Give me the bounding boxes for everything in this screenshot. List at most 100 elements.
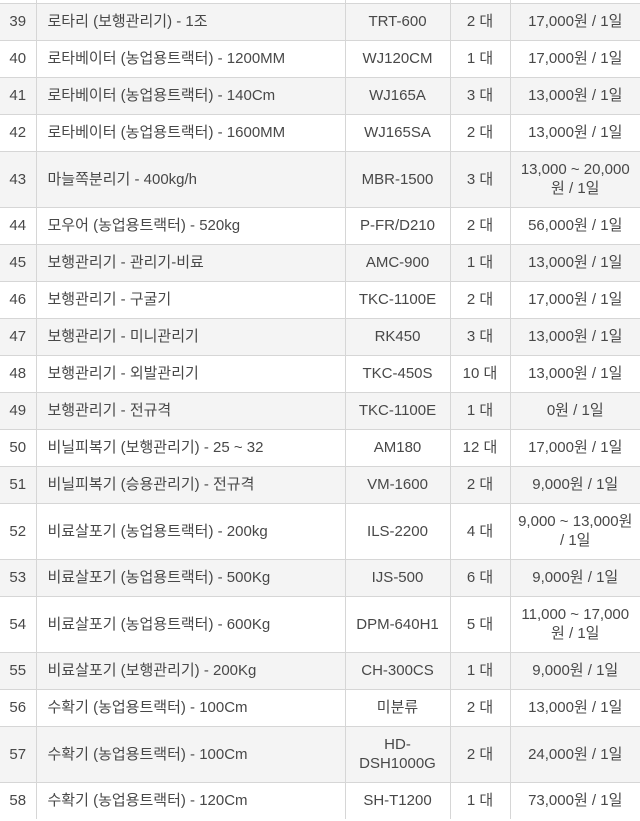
model-code-cell: CH-300CS (344, 651, 451, 690)
equipment-name-cell: 로타베이터 (농업용트랙터) - 1200MM (35, 39, 346, 78)
quantity-cell: 10 대 (449, 354, 511, 393)
table-row: 57 수확기 (농업용트랙터) - 100Cm HD-DSH1000G 2 대 … (0, 725, 640, 783)
equipment-name-cell: 수확기 (농업용트랙터) - 100Cm (35, 725, 346, 783)
table-row: 56 수확기 (농업용트랙터) - 100Cm 미분류 2 대 13,000원 … (0, 688, 640, 727)
row-number-cell: 44 (0, 206, 37, 245)
model-code-cell: WJ165A (344, 76, 451, 115)
equipment-name-cell: 수확기 (농업용트랙터) - 120Cm (35, 781, 346, 819)
model-code-cell: SH-T1200 (344, 781, 451, 819)
model-code-cell: TRT-600 (344, 2, 451, 41)
table-row: 58 수확기 (농업용트랙터) - 120Cm SH-T1200 1 대 73,… (0, 781, 640, 819)
model-code-cell: TKC-1100E (344, 280, 451, 319)
quantity-cell: 2 대 (449, 2, 511, 41)
row-number-cell: 41 (0, 76, 37, 115)
price-cell: 73,000원 / 1일 (509, 781, 640, 819)
row-number-cell: 48 (0, 354, 37, 393)
table-row: 43 마늘쪽분리기 - 400kg/h MBR-1500 3 대 13,000 … (0, 150, 640, 208)
equipment-name-cell: 보행관리기 - 구굴기 (35, 280, 346, 319)
equipment-name-cell: 모우어 (농업용트랙터) - 520kg (35, 206, 346, 245)
model-code-cell: VM-1600 (344, 465, 451, 504)
price-cell: 9,000원 / 1일 (509, 651, 640, 690)
model-code-cell: HD-DSH1000G (344, 725, 451, 783)
row-number-cell: 51 (0, 465, 37, 504)
model-code-cell: ILS-2200 (344, 502, 451, 560)
quantity-cell: 3 대 (449, 76, 511, 115)
price-cell: 13,000원 / 1일 (509, 76, 640, 115)
model-code-cell: P-FR/D210 (344, 206, 451, 245)
quantity-cell: 2 대 (449, 113, 511, 152)
quantity-cell: 1 대 (449, 781, 511, 819)
row-number-cell: 52 (0, 502, 37, 560)
price-cell: 13,000 ~ 20,000 원 / 1일 (509, 150, 640, 208)
price-cell: 9,000원 / 1일 (509, 558, 640, 597)
equipment-name-cell: 비료살포기 (농업용트랙터) - 600Kg (35, 595, 346, 653)
model-code-cell: AMC-900 (344, 243, 451, 282)
row-number-cell: 42 (0, 113, 37, 152)
row-number-cell: 53 (0, 558, 37, 597)
price-cell: 17,000원 / 1일 (509, 428, 640, 467)
equipment-name-cell: 비닐피복기 (보행관리기) - 25 ~ 32 (35, 428, 346, 467)
quantity-cell: 1 대 (449, 39, 511, 78)
quantity-cell: 4 대 (449, 502, 511, 560)
model-code-cell: WJ120CM (344, 39, 451, 78)
price-cell: 13,000원 / 1일 (509, 354, 640, 393)
price-cell: 13,000원 / 1일 (509, 317, 640, 356)
price-cell: 9,000 ~ 13,000원 / 1일 (509, 502, 640, 560)
equipment-name-cell: 비닐피복기 (승용관리기) - 전규격 (35, 465, 346, 504)
row-number-cell: 47 (0, 317, 37, 356)
price-cell: 0원 / 1일 (509, 391, 640, 430)
table-row: 48 보행관리기 - 외발관리기 TKC-450S 10 대 13,000원 /… (0, 354, 640, 393)
equipment-name-cell: 마늘쪽분리기 - 400kg/h (35, 150, 346, 208)
equipment-name-cell: 로타베이터 (농업용트랙터) - 1600MM (35, 113, 346, 152)
table-row: 50 비닐피복기 (보행관리기) - 25 ~ 32 AM180 12 대 17… (0, 428, 640, 467)
row-number-cell: 49 (0, 391, 37, 430)
table-row: 54 비료살포기 (농업용트랙터) - 600Kg DPM-640H1 5 대 … (0, 595, 640, 653)
table-row: 55 비료살포기 (보행관리기) - 200Kg CH-300CS 1 대 9,… (0, 651, 640, 690)
row-number-cell: 40 (0, 39, 37, 78)
row-number-cell: 43 (0, 150, 37, 208)
table-row: 41 로타베이터 (농업용트랙터) - 140Cm WJ165A 3 대 13,… (0, 76, 640, 115)
price-cell: 56,000원 / 1일 (509, 206, 640, 245)
model-code-cell: TKC-1100E (344, 391, 451, 430)
quantity-cell: 5 대 (449, 595, 511, 653)
quantity-cell: 1 대 (449, 651, 511, 690)
table-row: 51 비닐피복기 (승용관리기) - 전규격 VM-1600 2 대 9,000… (0, 465, 640, 504)
equipment-name-cell: 비료살포기 (보행관리기) - 200Kg (35, 651, 346, 690)
quantity-cell: 3 대 (449, 150, 511, 208)
row-number-cell: 39 (0, 2, 37, 41)
table-row: 53 비료살포기 (농업용트랙터) - 500Kg IJS-500 6 대 9,… (0, 558, 640, 597)
model-code-cell: DPM-640H1 (344, 595, 451, 653)
row-number-cell: 58 (0, 781, 37, 819)
equipment-name-cell: 보행관리기 - 미니관리기 (35, 317, 346, 356)
quantity-cell: 3 대 (449, 317, 511, 356)
equipment-name-cell: 비료살포기 (농업용트랙터) - 500Kg (35, 558, 346, 597)
quantity-cell: 2 대 (449, 206, 511, 245)
quantity-cell: 1 대 (449, 391, 511, 430)
equipment-name-cell: 보행관리기 - 외발관리기 (35, 354, 346, 393)
model-code-cell: 미분류 (344, 688, 451, 727)
price-cell: 17,000원 / 1일 (509, 2, 640, 41)
table-row: 44 모우어 (농업용트랙터) - 520kg P-FR/D210 2 대 56… (0, 206, 640, 245)
quantity-cell: 2 대 (449, 465, 511, 504)
table-row: 40 로타베이터 (농업용트랙터) - 1200MM WJ120CM 1 대 1… (0, 39, 640, 78)
row-number-cell: 50 (0, 428, 37, 467)
model-code-cell: MBR-1500 (344, 150, 451, 208)
equipment-name-cell: 로타베이터 (농업용트랙터) - 140Cm (35, 76, 346, 115)
equipment-name-cell: 비료살포기 (농업용트랙터) - 200kg (35, 502, 346, 560)
row-number-cell: 45 (0, 243, 37, 282)
price-cell: 9,000원 / 1일 (509, 465, 640, 504)
price-cell: 17,000원 / 1일 (509, 39, 640, 78)
table-row: 52 비료살포기 (농업용트랙터) - 200kg ILS-2200 4 대 9… (0, 502, 640, 560)
equipment-name-cell: 보행관리기 - 전규격 (35, 391, 346, 430)
price-cell: 11,000 ~ 17,000 원 / 1일 (509, 595, 640, 653)
equipment-name-cell: 보행관리기 - 관리기-비료 (35, 243, 346, 282)
row-number-cell: 54 (0, 595, 37, 653)
model-code-cell: WJ165SA (344, 113, 451, 152)
table-row: 39 로타리 (보행관리기) - 1조 TRT-600 2 대 17,000원 … (0, 2, 640, 41)
table-row: 46 보행관리기 - 구굴기 TKC-1100E 2 대 17,000원 / 1… (0, 280, 640, 319)
row-number-cell: 55 (0, 651, 37, 690)
price-cell: 13,000원 / 1일 (509, 688, 640, 727)
row-number-cell: 56 (0, 688, 37, 727)
